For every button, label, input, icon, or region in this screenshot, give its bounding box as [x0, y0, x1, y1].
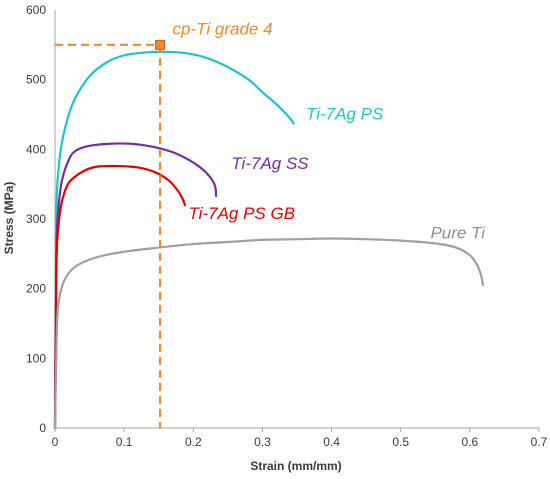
x-tick-label: 0.4 [323, 435, 340, 449]
x-axis-title: Strain (mm/mm) [250, 459, 341, 473]
y-tick-label: 0 [39, 421, 46, 435]
x-tick-label: 0.2 [185, 435, 202, 449]
y-tick-label: 100 [26, 351, 46, 365]
reference-marker [155, 39, 166, 50]
x-tick-label: 0.1 [116, 435, 133, 449]
plot-area: 0 100 200 300 400 500 600 0 0.1 0.2 0.3 0.4 0.5 0.6 0.… [26, 3, 548, 449]
x-tick-label: 0 [52, 435, 59, 449]
x-tick-label: 0.7 [531, 435, 548, 449]
y-tick-label: 600 [26, 3, 46, 17]
y-tick-label: 200 [26, 282, 46, 296]
series-line-ti-7ag-ps-gb [53, 164, 187, 430]
x-tick-label: 0.3 [254, 435, 271, 449]
y-tick-label: 500 [26, 73, 46, 87]
series-label-ti-7ag-ps: Ti-7Ag PS [306, 104, 384, 123]
series-line-pure-ti [53, 237, 485, 430]
x-tick-label: 0.5 [392, 435, 409, 449]
series-label-cp-ti-grade-4: cp-Ti grade 4 [173, 19, 273, 38]
series-label-ti-7ag-ss: Ti-7Ag SS [231, 154, 309, 173]
y-tick-label: 400 [26, 142, 46, 156]
y-axis-title: Stress (MPa) [2, 182, 16, 255]
series-line-ti-7ag-ps [53, 50, 295, 430]
x-tick-label: 0.6 [462, 435, 479, 449]
series-label-pure-ti: Pure Ti [430, 224, 486, 243]
series-line-ti-7ag-ss [53, 142, 218, 430]
y-tick-label: 300 [26, 212, 46, 226]
series-label-ti-7ag-ps-gb: Ti-7Ag PS GB [188, 204, 295, 223]
